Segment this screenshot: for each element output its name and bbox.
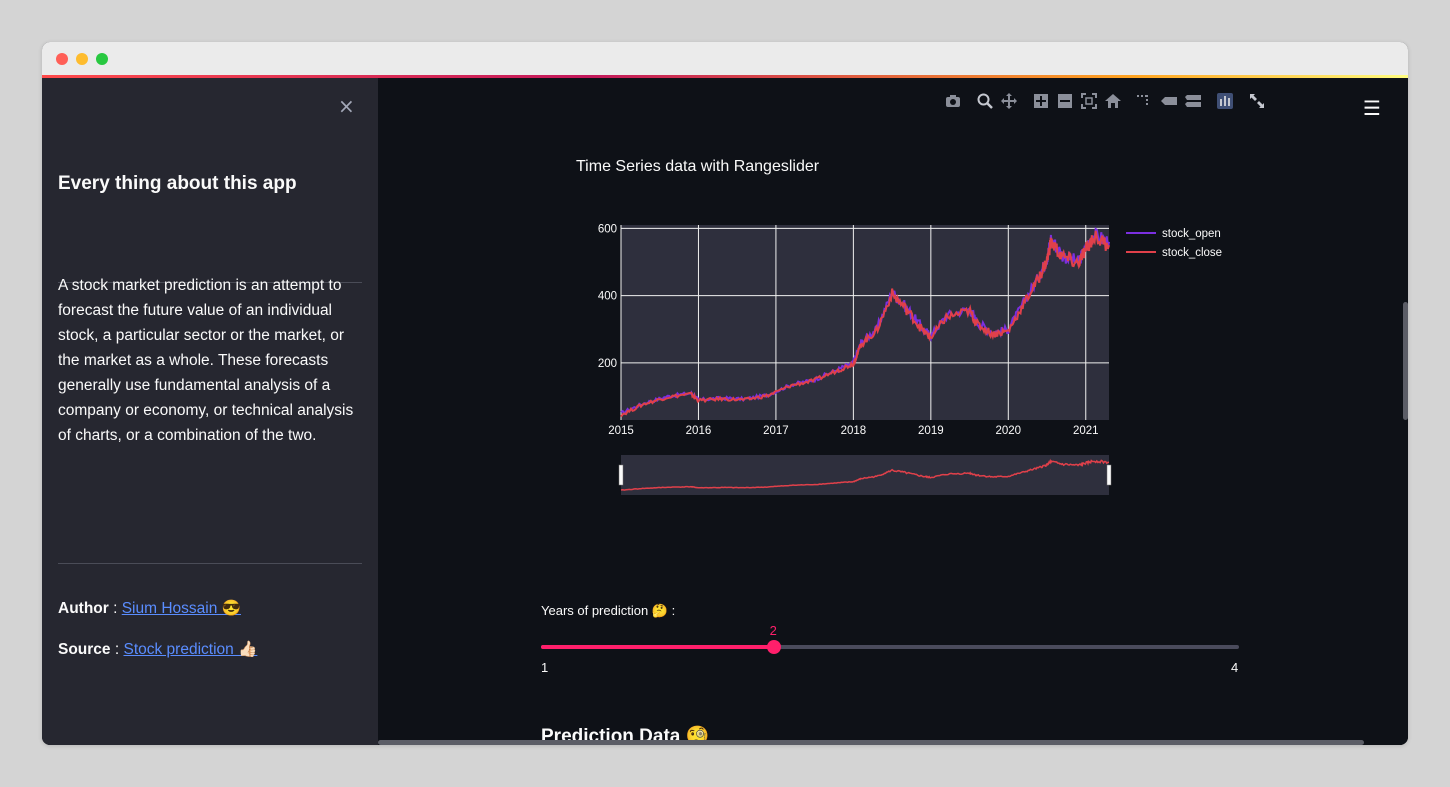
- main-content: ☰ Time Series data with Rangeslider 2015…: [378, 78, 1408, 745]
- x-tick-label: 2015: [608, 425, 634, 437]
- pan-icon[interactable]: [1000, 92, 1018, 110]
- hover-compare-icon[interactable]: [1184, 92, 1202, 110]
- x-tick-label: 2018: [841, 425, 867, 437]
- source-link[interactable]: Stock prediction 👍🏻: [123, 641, 258, 658]
- x-tick-label: 2020: [996, 425, 1022, 437]
- fullscreen-icon[interactable]: [1248, 92, 1266, 110]
- zoom-icon[interactable]: [976, 92, 994, 110]
- x-tick-label: 2021: [1073, 425, 1099, 437]
- series-line-stock_close: [620, 230, 1110, 418]
- chart-legend[interactable]: stock_open stock_close: [1126, 228, 1222, 259]
- chart-grid: [620, 225, 1109, 420]
- sidebar: × Every thing about this app A stock mar…: [42, 78, 378, 745]
- title-bar: [42, 42, 1408, 75]
- reset-axes-icon[interactable]: [1104, 92, 1122, 110]
- slider-label: Years of prediction 🤔 :: [541, 603, 676, 618]
- legend-item[interactable]: stock_close: [1162, 247, 1222, 259]
- author-link[interactable]: Sium Hossain 😎: [121, 600, 241, 617]
- chart-ticks: 2015 2016 2017 2018 2019 2020 2021 200 400 600: [598, 223, 1099, 437]
- author-separator: :: [108, 600, 122, 617]
- chart-title: Time Series data with Rangeslider: [576, 158, 820, 175]
- minimize-window-button[interactable]: [76, 53, 88, 65]
- y-tick-label: 400: [598, 291, 617, 303]
- x-tick-label: 2017: [763, 425, 789, 437]
- years-slider-fill: [541, 645, 774, 649]
- maximize-window-button[interactable]: [96, 53, 108, 65]
- hover-closest-icon[interactable]: [1160, 92, 1178, 110]
- range-slider-series: [620, 458, 1110, 491]
- author-label: Author: [58, 600, 109, 617]
- slider-value: 2: [769, 623, 777, 638]
- camera-icon[interactable]: [944, 92, 962, 110]
- close-window-button[interactable]: [56, 53, 68, 65]
- range-slider[interactable]: [618, 455, 1112, 495]
- years-slider-track[interactable]: [541, 640, 1239, 654]
- years-slider-thumb[interactable]: [766, 640, 781, 654]
- slider-max-label: 4: [1231, 660, 1239, 675]
- browser-window: × Every thing about this app A stock mar…: [42, 42, 1408, 745]
- divider: [58, 282, 362, 283]
- header-decoration: [42, 75, 1408, 78]
- chart-series: [620, 227, 1110, 418]
- range-slider-right-handle[interactable]: [1106, 464, 1112, 486]
- app-description: A stock market prediction is an attempt …: [58, 277, 354, 444]
- vertical-scrollbar[interactable]: [1403, 302, 1408, 420]
- autoscale-icon[interactable]: [1080, 92, 1098, 110]
- time-series-chart[interactable]: 2015 2016 2017 2018 2019 2020 2021 200 400 600 st…: [576, 208, 1236, 508]
- y-tick-label: 600: [598, 223, 617, 235]
- sidebar-title: Every thing about this app: [58, 173, 297, 194]
- range-slider-left-handle[interactable]: [618, 464, 624, 486]
- range-slider-background: [621, 455, 1109, 495]
- zoom-out-icon[interactable]: [1056, 92, 1074, 110]
- author-row: Author : Sium Hossain 😎: [58, 599, 241, 618]
- close-sidebar-icon[interactable]: ×: [338, 94, 355, 118]
- spike-lines-icon[interactable]: [1134, 92, 1152, 110]
- source-separator: :: [110, 641, 124, 658]
- plotly-logo-icon[interactable]: [1216, 92, 1234, 110]
- divider: [58, 563, 362, 564]
- horizontal-scrollbar[interactable]: [378, 740, 1364, 745]
- slider-min-label: 1: [541, 660, 549, 675]
- zoom-in-icon[interactable]: [1032, 92, 1050, 110]
- source-label: Source: [58, 641, 111, 658]
- x-tick-label: 2019: [918, 425, 944, 437]
- x-tick-label: 2016: [686, 425, 712, 437]
- plotly-modebar: [944, 92, 1274, 112]
- legend-item[interactable]: stock_open: [1162, 228, 1221, 240]
- menu-icon[interactable]: ☰: [1363, 96, 1381, 120]
- source-row: Source : Stock prediction 👍🏻: [58, 640, 257, 659]
- y-tick-label: 200: [598, 358, 617, 370]
- plot-background: [621, 225, 1109, 420]
